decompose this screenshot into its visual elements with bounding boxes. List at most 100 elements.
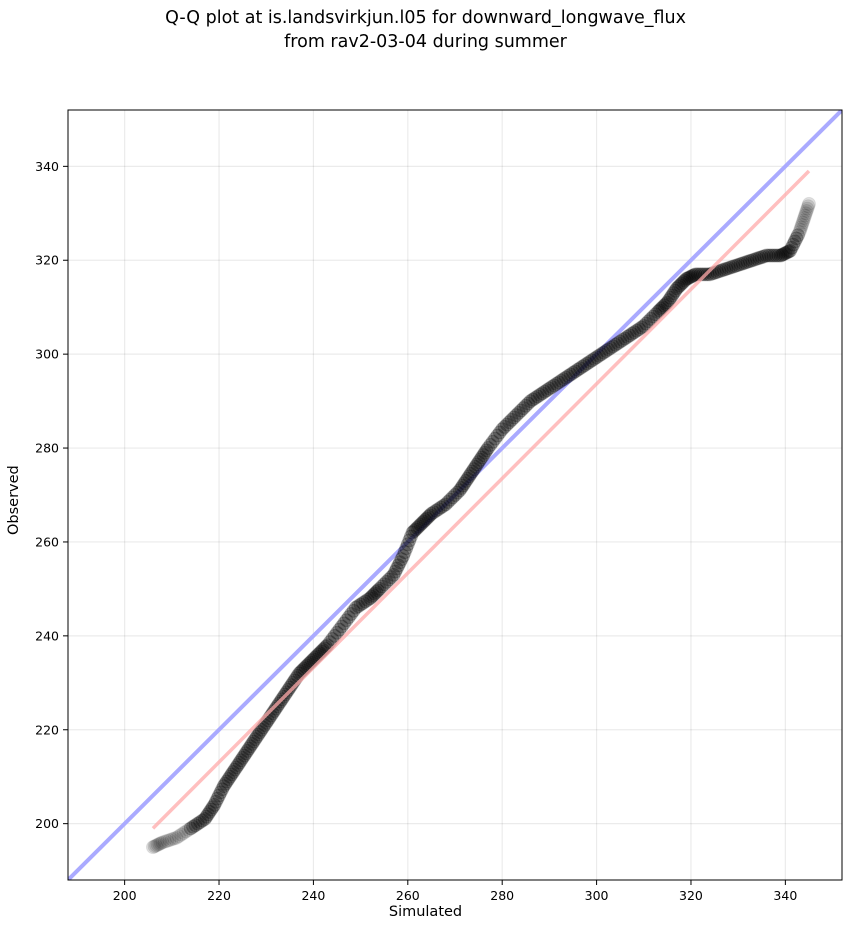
data-point — [776, 246, 791, 261]
data-point — [190, 816, 205, 831]
data-point — [219, 774, 234, 789]
data-point — [162, 833, 177, 848]
data-point — [202, 804, 217, 819]
data-point — [761, 248, 776, 263]
data-point — [502, 415, 517, 430]
data-point — [589, 350, 604, 365]
x-tick-label: 280 — [490, 888, 514, 903]
data-point — [745, 253, 760, 268]
data-point — [224, 767, 239, 782]
data-point — [801, 199, 816, 214]
data-point — [246, 734, 261, 749]
data-point — [752, 250, 767, 265]
data-point — [757, 249, 772, 264]
data-point — [683, 269, 698, 284]
data-point — [268, 701, 283, 716]
data-point — [608, 337, 623, 352]
data-point — [230, 757, 245, 772]
data-point — [364, 589, 379, 604]
data-point — [636, 318, 651, 333]
data-point — [483, 437, 498, 452]
data-point — [773, 248, 788, 263]
data-point — [195, 813, 210, 828]
data-point — [363, 591, 378, 606]
y-tick-label: 260 — [35, 534, 59, 549]
data-point — [620, 329, 635, 344]
data-point — [229, 760, 244, 775]
data-point — [353, 597, 368, 612]
data-point — [330, 625, 345, 640]
x-tick-label: 340 — [773, 888, 797, 903]
data-point — [218, 776, 233, 791]
data-point — [396, 549, 411, 564]
data-point — [408, 522, 423, 537]
data-point — [655, 300, 670, 315]
data-point — [473, 452, 488, 467]
y-axis-label: Observed — [4, 465, 24, 535]
data-point — [629, 323, 644, 338]
data-point — [606, 339, 621, 354]
data-point — [615, 333, 630, 348]
data-point — [204, 802, 219, 817]
data-point — [575, 359, 590, 374]
data-point — [422, 508, 437, 523]
data-point — [431, 502, 446, 517]
data-point — [377, 577, 392, 592]
data-point — [660, 295, 675, 310]
data-point — [355, 595, 370, 610]
data-point — [646, 309, 661, 324]
data-point — [735, 256, 750, 271]
data-point — [421, 509, 436, 524]
data-point — [241, 741, 256, 756]
data-point — [565, 365, 580, 380]
data-point — [492, 425, 507, 440]
data-point — [680, 271, 695, 286]
data-point — [372, 581, 387, 596]
data-point — [152, 837, 167, 852]
data-point — [348, 600, 363, 615]
data-point — [783, 243, 798, 258]
data-point — [460, 471, 475, 486]
data-point — [499, 417, 514, 432]
data-point — [580, 356, 595, 371]
data-point — [334, 619, 349, 634]
data-point — [754, 250, 769, 265]
data-point — [537, 384, 552, 399]
x-axis-label: Simulated — [388, 904, 463, 920]
data-point — [199, 809, 214, 824]
data-point — [549, 376, 564, 391]
data-point — [779, 245, 794, 260]
data-point — [281, 682, 296, 697]
data-point — [685, 268, 700, 283]
data-point — [462, 469, 477, 484]
data-point — [643, 311, 658, 326]
x-tick-label: 260 — [396, 888, 420, 903]
data-point — [666, 286, 681, 301]
data-point — [775, 247, 790, 262]
data-point — [463, 466, 478, 481]
data-point — [721, 261, 736, 276]
data-point — [410, 520, 425, 535]
data-point — [796, 213, 811, 228]
data-point — [414, 516, 429, 531]
x-tick-label: 320 — [679, 888, 703, 903]
data-point — [153, 836, 168, 851]
data-point — [573, 361, 588, 376]
data-point — [719, 261, 734, 276]
data-point — [540, 383, 555, 398]
data-point — [584, 353, 599, 368]
data-point — [554, 373, 569, 388]
data-point — [186, 819, 201, 834]
data-point — [384, 570, 399, 585]
data-point — [547, 378, 562, 393]
data-point — [674, 276, 689, 291]
x-tick-label: 240 — [301, 888, 325, 903]
data-point — [215, 782, 230, 797]
data-point — [726, 259, 741, 274]
data-point — [210, 791, 225, 806]
data-point — [603, 340, 618, 355]
data-point — [702, 267, 717, 282]
data-point — [521, 396, 536, 411]
data-point — [223, 769, 238, 784]
data-point — [728, 258, 743, 273]
